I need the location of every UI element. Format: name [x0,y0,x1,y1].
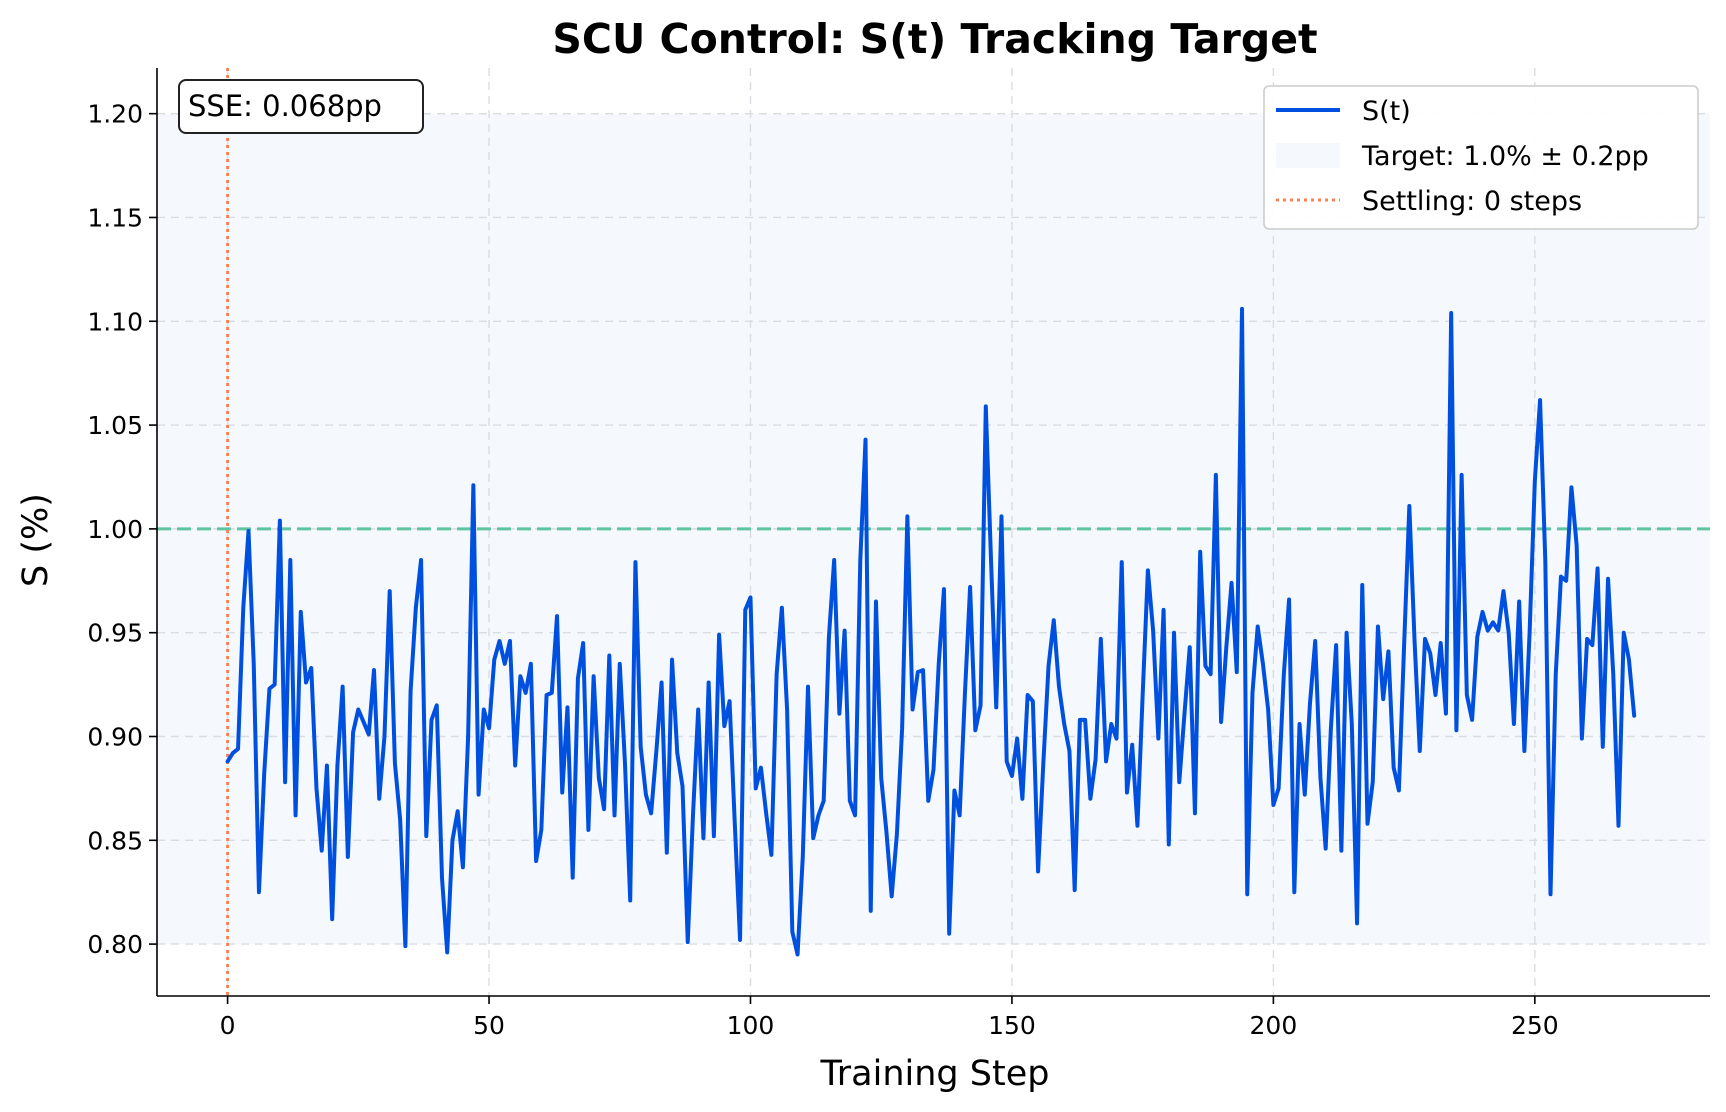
x-axis-ticks: 0 50 100 150 200 250 [220,996,1559,1040]
y-tick-label-2: 0.90 [87,722,143,751]
x-tick-label-0: 0 [220,1011,236,1040]
plot-area [157,68,1710,996]
legend-label-series: S(t) [1362,96,1411,127]
sse-annotation: SSE: 0.068pp [178,79,424,134]
x-tick-label-1: 50 [473,1011,505,1040]
y-tick-label-0: 0.80 [87,930,143,959]
legend-swatch-target-band [1276,143,1340,168]
x-axis-title: Training Step [820,1054,1050,1094]
x-tick-label-5: 250 [1511,1011,1559,1040]
sse-box [178,79,424,134]
legend-label-settling: Settling: 0 steps [1362,186,1582,217]
x-tick-label-2: 100 [727,1011,775,1040]
y-tick-label-3: 0.95 [87,619,143,648]
series-line-s-t [225,306,1637,957]
y-tick-label-1: 0.85 [87,826,143,855]
legend: S(t) Target: 1.0% ± 0.2pp Settling: 0 st… [1263,85,1699,230]
y-tick-label-6: 1.10 [87,307,143,336]
x-tick-label-4: 200 [1250,1011,1298,1040]
y-tick-label-5: 1.05 [87,411,143,440]
legend-label-target: Target: 1.0% ± 0.2pp [1361,141,1649,172]
y-axis-title: S (%) [16,493,56,587]
legend-box [1263,85,1699,230]
y-tick-label-4: 1.00 [87,515,143,544]
chart-title: SCU Control: S(t) Tracking Target [552,15,1317,63]
x-tick-label-3: 150 [988,1011,1036,1040]
axes: 0 50 100 150 200 250 0.80 0.85 0.90 0.95 1.00 1.05… [87,68,1710,1040]
sse-label: SSE: 0.068pp [188,89,382,123]
y-tick-label-7: 1.15 [87,203,143,232]
y-axis-ticks: 0.80 0.85 0.90 0.95 1.00 1.05 1.10 1.15 1.20 [87,100,157,959]
y-tick-label-8: 1.20 [87,100,143,129]
grid [157,68,1710,996]
